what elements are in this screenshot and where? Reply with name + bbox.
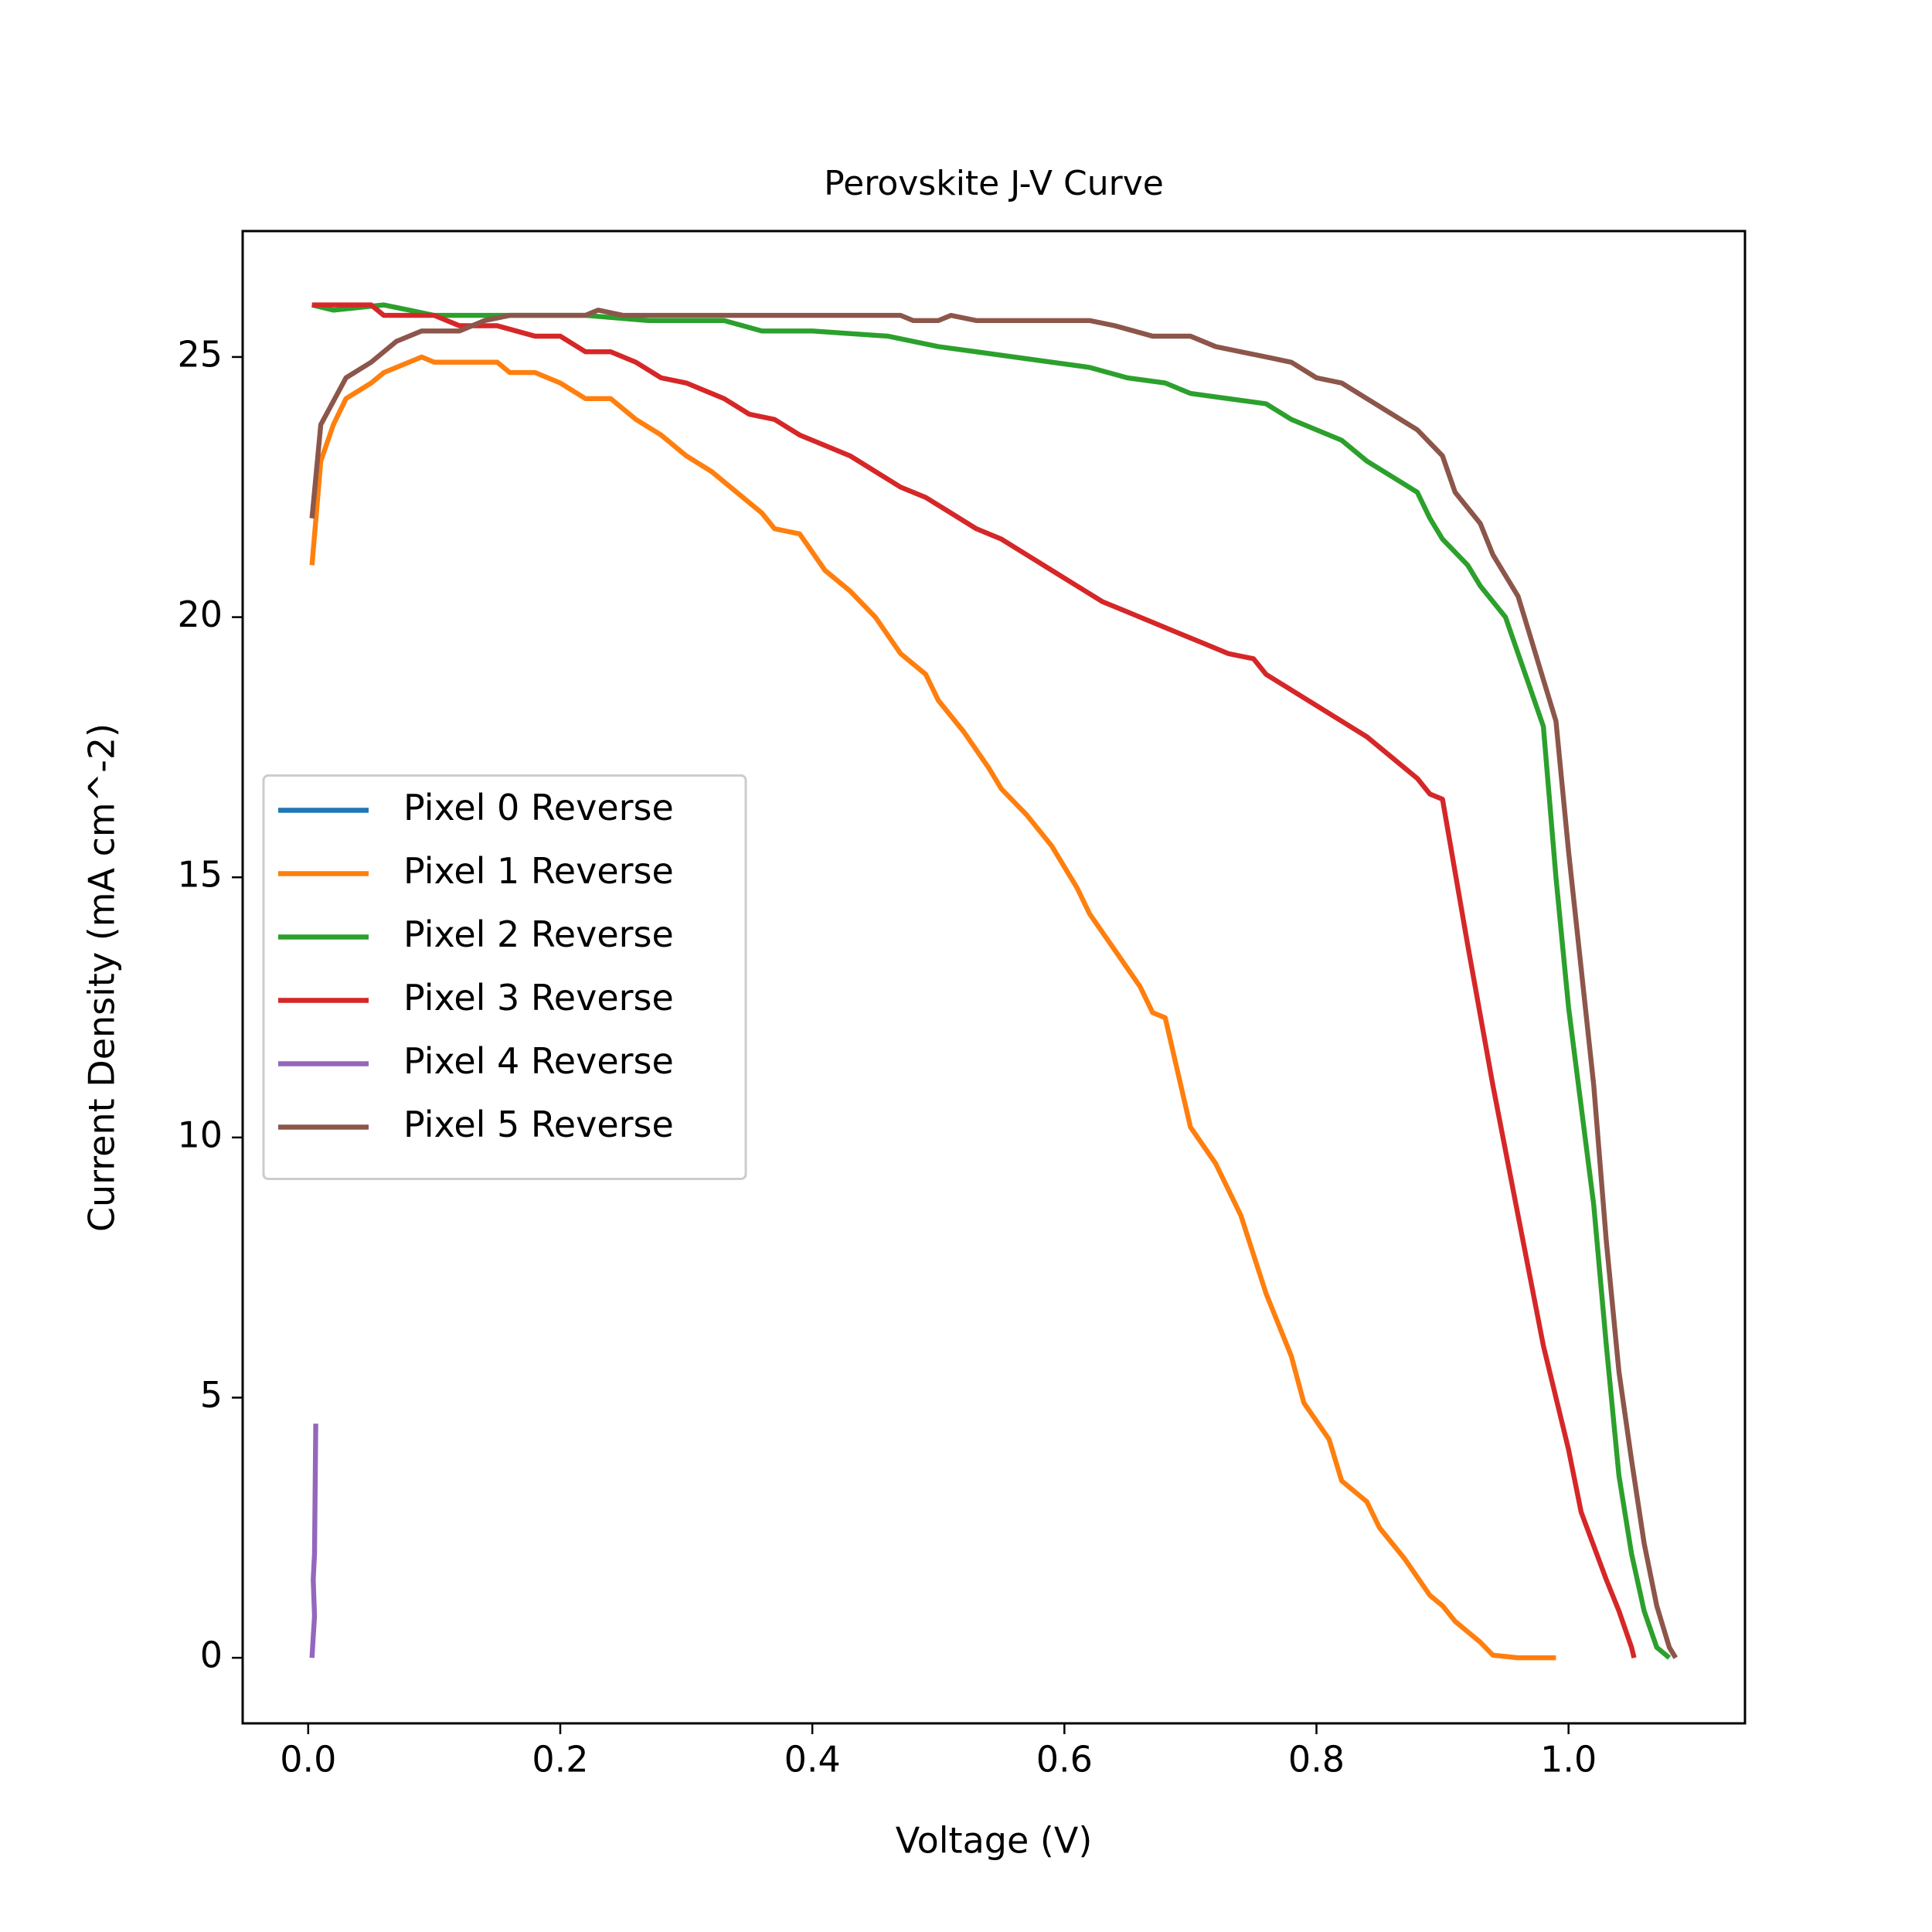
legend-label: Pixel 2 Reverse — [403, 913, 674, 955]
legend-box — [262, 774, 747, 1180]
legend: Pixel 0 Reverse Pixel 1 Reverse Pixel 2 Re… — [262, 774, 747, 1180]
x-tick-label: 0.4 — [784, 1739, 841, 1781]
series-line — [311, 302, 1672, 1660]
legend-label: Pixel 0 Reverse — [403, 787, 674, 828]
y-tick-label: 0 — [200, 1634, 223, 1676]
series-line — [309, 308, 1679, 1659]
legend-label: Pixel 5 Reverse — [403, 1104, 674, 1145]
series-line — [309, 1423, 318, 1658]
legend-label: Pixel 4 Reverse — [403, 1040, 674, 1082]
x-axis-label: Voltage (V) — [896, 1820, 1093, 1862]
legend-label: Pixel 3 Reverse — [403, 977, 674, 1019]
x-tick-label: 0.6 — [1036, 1739, 1093, 1781]
y-tick-label: 25 — [177, 333, 223, 375]
y-tick-label: 20 — [177, 594, 223, 635]
x-tick-label: 0.2 — [532, 1739, 588, 1781]
plot-frame — [241, 230, 1747, 1725]
x-tick-label: 0.0 — [280, 1739, 336, 1781]
chart-title: Perovskite J-V Curve — [824, 164, 1164, 203]
y-tick-label: 15 — [177, 854, 223, 896]
x-tick-label: 0.8 — [1288, 1739, 1345, 1781]
y-tick-label: 10 — [177, 1114, 223, 1155]
y-tick-label: 5 — [200, 1374, 223, 1416]
legend-label: Pixel 1 Reverse — [403, 850, 674, 892]
series-line — [309, 354, 1556, 1661]
y-axis-label: Current Density (mA cm^-2) — [81, 723, 123, 1232]
x-tick-label: 1.0 — [1540, 1739, 1597, 1781]
series-line — [311, 302, 1637, 1658]
